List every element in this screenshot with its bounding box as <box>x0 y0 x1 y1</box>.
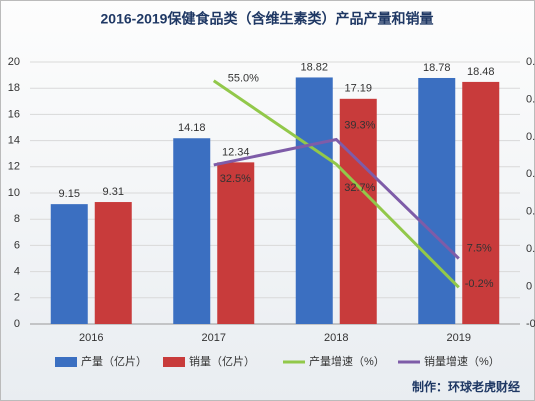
x-tick-label: 2017 <box>202 332 226 344</box>
y2-tick-label: 0 <box>526 280 532 292</box>
bar-label: 14.18 <box>178 122 206 134</box>
legend-label: 产量增速（%） <box>309 354 385 368</box>
y-tick-label: 6 <box>14 239 20 251</box>
y-tick-label: 16 <box>8 108 20 120</box>
y2-tick-label: -0.1 <box>526 318 535 330</box>
bar <box>217 162 255 324</box>
line <box>213 137 460 260</box>
legend-swatch <box>163 357 185 367</box>
bar <box>173 138 211 324</box>
line-label: 39.3% <box>344 119 375 131</box>
bar <box>418 77 456 325</box>
line-label: 32.5% <box>220 173 251 185</box>
y2-tick-label: 0.2 <box>526 206 535 218</box>
legend-label: 销量（亿片） <box>189 354 255 368</box>
y2-tick-label: 0.3 <box>526 168 535 180</box>
y-tick-label: 0 <box>14 318 20 330</box>
bar-label: 18.78 <box>423 62 451 74</box>
bar <box>295 77 333 324</box>
y2-tick-label: 0.5 <box>526 93 535 105</box>
y-tick-label: 12 <box>8 161 20 173</box>
y2-tick-label: 0.6 <box>526 56 535 68</box>
bar <box>50 204 88 324</box>
y-tick-label: 8 <box>14 213 20 225</box>
bar <box>94 202 132 324</box>
legend-label: 产量（亿片） <box>81 354 147 368</box>
bar-label: 9.15 <box>59 188 80 200</box>
bar-label: 9.31 <box>103 186 124 198</box>
line-label: 32.7% <box>344 182 375 194</box>
y-tick-label: 18 <box>8 82 20 94</box>
y-tick-label: 4 <box>14 266 20 278</box>
legend-label: 销量增速（%） <box>424 354 500 368</box>
x-tick-label: 2018 <box>324 332 348 344</box>
source: 制作：环球老虎财经 <box>412 379 520 394</box>
bar <box>462 81 500 324</box>
y-tick-label: 10 <box>8 187 20 199</box>
line-label: 7.5% <box>467 242 492 254</box>
bar-label: 18.48 <box>467 66 495 78</box>
y-tick-label: 2 <box>14 292 20 304</box>
bar-label: 17.19 <box>344 83 372 95</box>
y2-tick-label: 0.4 <box>526 131 535 143</box>
bar-label: 12.34 <box>222 146 250 158</box>
bar <box>339 98 377 324</box>
y-tick-label: 20 <box>8 56 20 68</box>
line-label: -0.2% <box>465 278 494 290</box>
x-tick-label: 2016 <box>79 332 103 344</box>
bar-label: 18.82 <box>300 61 328 73</box>
line <box>212 79 460 289</box>
y2-tick-label: 0.1 <box>526 243 535 255</box>
x-tick-label: 2019 <box>447 332 471 344</box>
legend-swatch <box>55 357 77 367</box>
y-tick-label: 14 <box>8 135 20 147</box>
line-label: 55.0% <box>228 73 259 85</box>
chart-title: 2016-2019保健食品类（含维生素类）产品产量和销量 <box>101 11 434 27</box>
